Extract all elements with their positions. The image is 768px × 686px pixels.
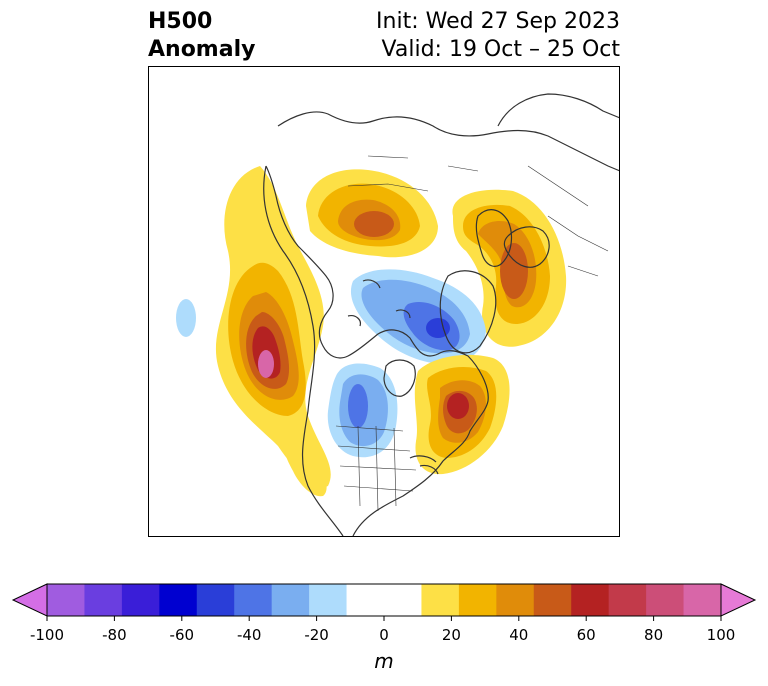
coastlines	[263, 93, 620, 537]
colorbar: -100 -80 -60 -40 -20 0 20 40 60 80 100 m	[11, 583, 757, 673]
colorbar-tick-label: 0	[379, 626, 389, 644]
central-canada-trough	[327, 363, 398, 458]
colorbar-tick-label: -100	[30, 626, 64, 644]
colorbar-tick-label: -60	[170, 626, 195, 644]
scandinavia-coast	[475, 209, 513, 267]
colorbar-segment	[121, 584, 160, 616]
map-frame	[148, 66, 620, 537]
anomaly-map	[148, 66, 620, 537]
chart-title: H500 Anomaly	[148, 8, 255, 64]
init-date: Init: Wed 27 Sep 2023	[376, 9, 620, 34]
colorbar-tick-label: -20	[304, 626, 329, 644]
colorbar-segment	[421, 584, 460, 616]
hudson-bay	[383, 359, 416, 397]
siberia-ridge	[306, 169, 438, 258]
colorbar-segment	[47, 584, 85, 616]
great-lakes	[409, 455, 439, 475]
colorbar-tick-label: 20	[442, 626, 461, 644]
colorbar-tick-label: -40	[237, 626, 262, 644]
colorbar-segment	[646, 584, 685, 616]
colorbar-min-arrow	[11, 583, 48, 617]
arctic-trough	[350, 269, 486, 365]
asia-borders	[347, 155, 609, 277]
colorbar-segment	[496, 584, 535, 616]
colorbar-tick-label: 40	[509, 626, 528, 644]
colorbar-segments	[47, 584, 722, 616]
colorbar-segment	[533, 584, 572, 616]
colorbar-unit-label: m	[374, 649, 393, 673]
valid-range: Valid: 19 Oct – 25 Oct	[381, 37, 620, 62]
colorbar-segment	[271, 584, 310, 616]
colorbar-segment	[84, 584, 123, 616]
colorbar-segment	[458, 584, 497, 616]
us-borders	[335, 425, 417, 512]
colorbar-tick-label: 100	[707, 626, 736, 644]
colorbar-segment	[346, 584, 385, 616]
north-pacific-trough	[176, 299, 196, 337]
title-field: Anomaly	[148, 37, 256, 62]
colorbar-segment	[196, 584, 235, 616]
colorbar-ticks: -100 -80 -60 -40 -20 0 20 40 60 80 100	[30, 616, 735, 644]
title-variable: H500	[148, 9, 213, 34]
date-info: Init: Wed 27 Sep 2023 Valid: 19 Oct – 25…	[376, 8, 620, 64]
colorbar-segment	[159, 584, 198, 616]
colorbar-segment	[608, 584, 647, 616]
colorbar-segment	[683, 584, 722, 616]
colorbar-tick-label: 60	[577, 626, 596, 644]
colorbar-segment	[384, 584, 422, 616]
gulf-of-alaska-ridge	[215, 166, 331, 487]
colorbar-tick-label: -80	[102, 626, 127, 644]
scandinavia-ridge	[452, 189, 567, 347]
arctic-islands	[347, 279, 411, 327]
colorbar-segment	[571, 584, 610, 616]
colorbar-segment	[309, 584, 348, 616]
eurasia-coast	[277, 93, 620, 268]
colorbar-tick-label: 80	[644, 626, 663, 644]
greenland-coast	[439, 270, 497, 354]
colorbar-max-arrow	[720, 583, 757, 617]
colorbar-segment	[234, 584, 273, 616]
western-us-anomaly	[285, 442, 327, 497]
north-america-coast	[263, 165, 489, 537]
